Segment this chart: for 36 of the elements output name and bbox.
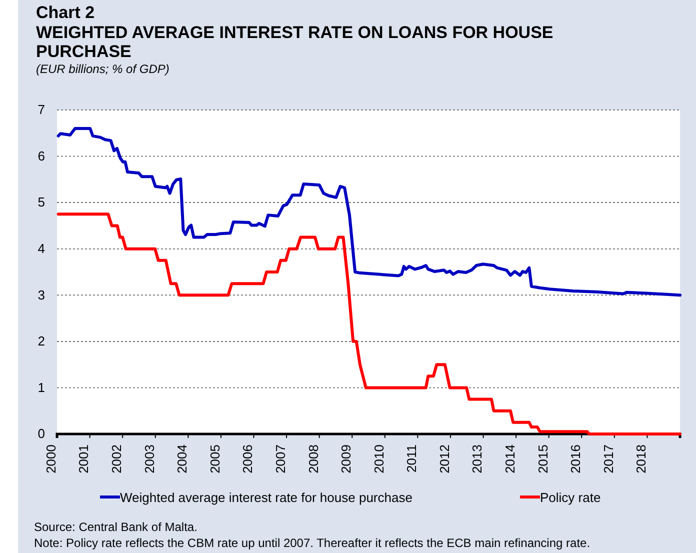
- line-series: [56, 212, 682, 436]
- y-tick-label: 0: [38, 426, 45, 442]
- x-tick-label: 2006: [240, 444, 256, 474]
- x-tick-label: 2017: [600, 444, 616, 474]
- legend-label: Policy rate: [540, 490, 601, 505]
- x-tick-label: 2012: [436, 444, 452, 474]
- source-note: Source: Central Bank of Malta.: [34, 520, 198, 534]
- y-tick-label: 3: [38, 287, 45, 302]
- x-tick-label: 2014: [502, 444, 518, 474]
- x-tick-label: 2001: [76, 444, 92, 474]
- y-tick-label: 5: [38, 194, 45, 210]
- x-tick-label: 2002: [109, 444, 124, 474]
- chart-subtitle: WEIGHTED AVERAGE INTEREST RATE ON LOANS FOR HOUSE PURCHASE: [36, 23, 554, 61]
- x-tick-label: 2003: [142, 444, 157, 474]
- x-tick-label: 2015: [535, 444, 550, 474]
- y-tick-label: 1: [38, 380, 45, 395]
- x-tick-label: 2008: [306, 444, 321, 474]
- x-tick-label: 2013: [470, 444, 485, 474]
- y-tick-label: 4: [38, 241, 45, 256]
- x-tick-label: 2009: [338, 444, 354, 474]
- text: Note: Policy rate reflects the CBM rate up until 2007. Thereafter it reflects the ECB main refinancing rate.: [34, 536, 590, 550]
- line-series: [56, 127, 682, 297]
- y-axis-title: (EUR billions; % of GDP): [36, 62, 170, 76]
- x-tick-label: 2007: [272, 444, 288, 474]
- chart-title: Chart 2: [36, 3, 95, 22]
- legend-label: Weighted average interest rate for house purchase: [120, 490, 412, 505]
- x-tick-label: 2005: [207, 444, 222, 474]
- x-tick-label: 2011: [404, 444, 420, 472]
- x-tick-label: 2004: [174, 444, 190, 474]
- x-tick-label: 2010: [371, 444, 386, 474]
- x-tick-label: 2018: [634, 444, 649, 474]
- y-tick-label: 7: [38, 102, 45, 118]
- y-tick-label: 2: [38, 334, 45, 349]
- x-tick-label: 2016: [568, 444, 584, 474]
- y-tick-label: 6: [38, 148, 45, 164]
- x-tick-label: 2000: [43, 444, 58, 474]
